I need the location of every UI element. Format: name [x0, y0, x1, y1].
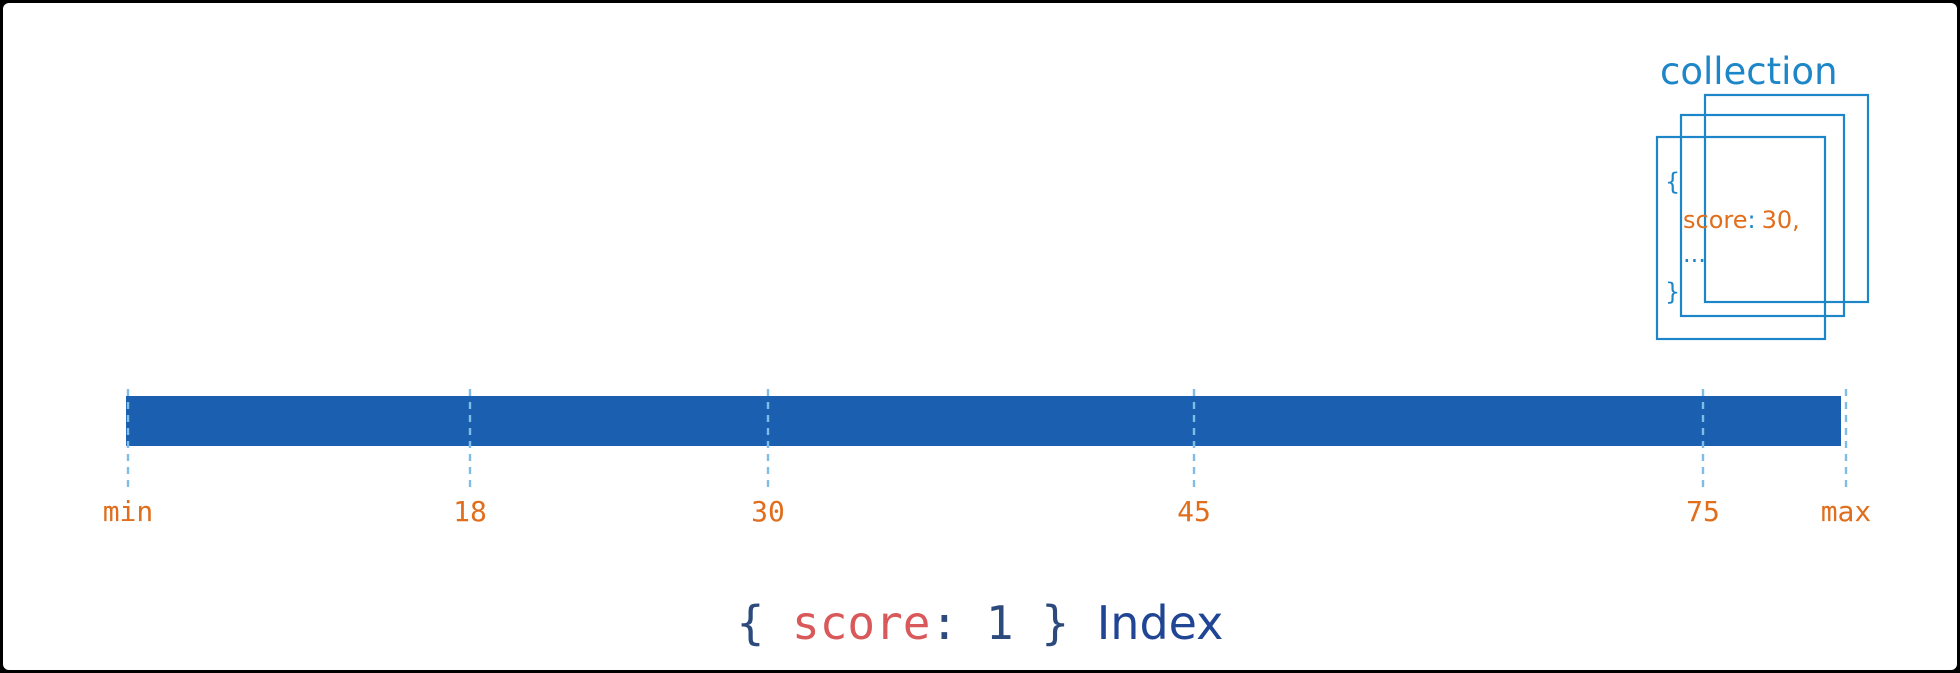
tick-label-45: 45 [1177, 495, 1211, 528]
document-card-front [1655, 135, 1827, 341]
tick-label-18: 18 [453, 495, 487, 528]
caption-index-word: Index [1096, 596, 1224, 650]
caption-close-brace: } [1041, 596, 1070, 650]
document-card-middle [1679, 113, 1846, 318]
caption-colon: : [930, 596, 959, 650]
tick-group: min 18 30 45 75 max [103, 389, 1872, 528]
document-ellipsis: ... [1683, 240, 1706, 268]
caption-open-brace: { [736, 596, 765, 650]
tick-label-max: max [1821, 495, 1872, 528]
index-caption: { score: 1 } Index [3, 595, 1957, 651]
document-field-line: score: 30, [1683, 206, 1800, 234]
document-close-brace: } [1665, 278, 1680, 306]
document-card-back [1703, 93, 1870, 304]
collection-stack: collection { score: 30, ... } [1655, 50, 1870, 341]
slide-canvas: min 18 30 45 75 max collection { score: 30, ..… [3, 3, 1957, 670]
index-bar [126, 396, 1841, 446]
caption-value: 1 [985, 596, 1014, 650]
document-field-key: score [1683, 206, 1748, 234]
caption-key: score [792, 596, 931, 650]
document-field-separator: : [1748, 206, 1756, 234]
index-diagram: min 18 30 45 75 max collection { score: 30, ..… [103, 50, 1872, 528]
collection-title: collection [1660, 50, 1838, 93]
document-open-brace: { [1665, 168, 1680, 196]
tick-label-75: 75 [1686, 495, 1720, 528]
tick-label-30: 30 [751, 495, 785, 528]
document-field-value: 30, [1762, 206, 1800, 234]
tick-label-min: min [103, 495, 154, 528]
